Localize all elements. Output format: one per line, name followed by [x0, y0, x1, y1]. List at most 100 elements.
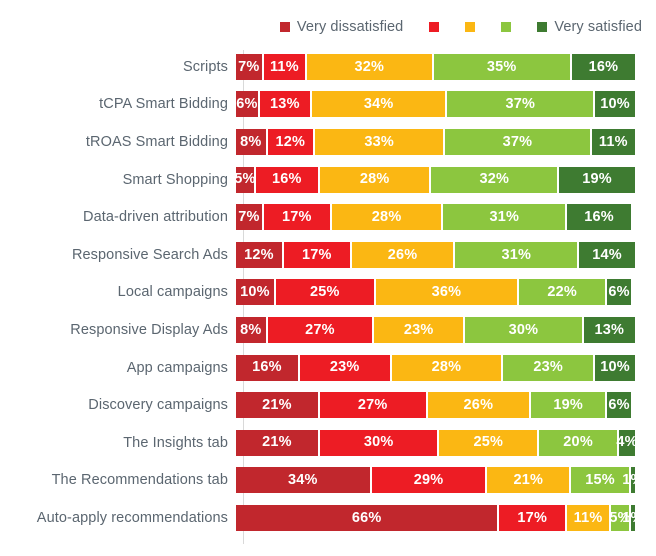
bar-segment[interactable]: 7% — [236, 53, 264, 80]
legend-item[interactable]: Very satisfied — [537, 19, 642, 35]
bar-segment[interactable]: 31% — [455, 241, 580, 268]
bar-segment[interactable]: 23% — [503, 354, 596, 381]
bar-segment[interactable]: 20% — [539, 429, 620, 456]
bar-segment[interactable]: 10% — [595, 354, 635, 381]
category-label: Data-driven attribution — [83, 209, 228, 226]
bar-segment[interactable]: 17% — [499, 504, 568, 531]
legend-item[interactable] — [465, 22, 476, 32]
bar-segment-value: 11% — [598, 133, 628, 150]
bar-segment[interactable]: 15% — [571, 467, 631, 494]
bar-segment[interactable]: 37% — [445, 128, 592, 155]
bar-segment[interactable]: 66% — [236, 504, 500, 531]
category-label: Scripts — [182, 58, 228, 75]
bar-segment[interactable]: 17% — [283, 241, 352, 268]
category-label: App campaigns — [126, 359, 228, 376]
bar-segment[interactable]: 17% — [263, 204, 332, 231]
bar-segment[interactable]: 34% — [311, 91, 448, 118]
chart-row: Data-driven attribution 7% 17% 28% 31% 16% — [0, 198, 656, 236]
bar-segment[interactable]: 6% — [607, 279, 631, 306]
bar-segment[interactable]: 22% — [519, 279, 608, 306]
bar-segment[interactable]: 19% — [531, 392, 608, 419]
bar-segment[interactable]: 10% — [236, 279, 276, 306]
bar-segment[interactable]: 8% — [236, 316, 268, 343]
chart-row: Responsive Search Ads 12% 17% 26% 31% 14% — [0, 236, 656, 274]
category-label: Responsive Display Ads — [70, 321, 228, 338]
legend-item-label: Very dissatisfied — [296, 19, 404, 35]
bar-segment[interactable]: 21% — [236, 392, 320, 419]
bar-segment[interactable]: 36% — [375, 279, 520, 306]
bar-segment[interactable]: 30% — [319, 429, 440, 456]
legend-item[interactable] — [501, 22, 512, 32]
bar-segment[interactable]: 25% — [439, 429, 540, 456]
bar-segment[interactable]: 6% — [236, 91, 260, 118]
bar-segment-value: 20% — [563, 434, 593, 451]
bar-segment[interactable]: 10% — [595, 91, 635, 118]
bar-segment[interactable]: 27% — [319, 392, 428, 419]
bar-segment[interactable]: 33% — [315, 128, 446, 155]
bar-container: 16% 23% 28% 23% 10% — [236, 349, 656, 387]
bar-segment-value: 28% — [371, 208, 402, 225]
bar-segment[interactable]: 32% — [431, 166, 560, 193]
bar-segment-value: 36% — [431, 284, 462, 301]
legend-item-label: Very satisfied — [554, 19, 642, 35]
bar-segment[interactable]: 35% — [433, 53, 572, 80]
bar-segment[interactable]: 16% — [236, 354, 300, 381]
category-label: Smart Shopping — [122, 171, 228, 188]
bar-segment[interactable]: 16% — [255, 166, 320, 193]
bar-segment[interactable]: 34% — [236, 467, 372, 494]
bar-segment[interactable]: 23% — [374, 316, 466, 343]
bar-segment-value: 31% — [501, 246, 532, 263]
chart-row: App campaigns 16% 23% 28% 23% 10% — [0, 349, 656, 387]
bar-segment[interactable]: 27% — [267, 316, 375, 343]
bar-segment-value: 66% — [351, 509, 382, 526]
bar-segment[interactable]: 1% — [622, 467, 643, 494]
bar-segment[interactable]: 11% — [263, 53, 308, 80]
bar-segment[interactable]: 12% — [267, 128, 316, 155]
bar-segment[interactable]: 8% — [236, 128, 268, 155]
bar-segment[interactable]: 16% — [567, 204, 631, 231]
bar-segment[interactable]: 29% — [371, 467, 488, 494]
bar-segment[interactable]: 1% — [622, 504, 643, 531]
bar-segment-value: 8% — [240, 321, 262, 338]
bar-segment[interactable]: 23% — [299, 354, 392, 381]
bar-rows: Scripts 7% 11% 32% 35% 16% tCPA Smart Bidding 6… — [0, 48, 656, 537]
bar-container: 7% 11% 32% 35% 16% — [236, 48, 656, 86]
bar-segment[interactable]: 19% — [559, 166, 635, 193]
bar-segment[interactable]: 13% — [259, 91, 312, 118]
bar-segment[interactable]: 5% — [234, 166, 256, 193]
stacked-bar: 10% 25% 36% 22% 6% — [236, 279, 635, 306]
bar-segment[interactable]: 11% — [567, 504, 612, 531]
legend-item[interactable]: Very dissatisfied — [279, 19, 404, 35]
bar-segment[interactable]: 37% — [447, 91, 596, 118]
bar-segment-value: 23% — [329, 359, 360, 376]
bar-segment-value: 21% — [262, 434, 292, 451]
legend-item[interactable] — [429, 22, 440, 32]
chart-row: tCPA Smart Bidding 6% 13% 34% 37% 10% — [0, 86, 656, 124]
bar-segment[interactable]: 32% — [307, 53, 434, 80]
bar-segment[interactable]: 26% — [351, 241, 456, 268]
bar-segment[interactable]: 4% — [616, 429, 637, 456]
bar-segment[interactable]: 11% — [591, 128, 635, 155]
bar-segment-value: 19% — [582, 171, 612, 188]
bar-segment[interactable]: 16% — [571, 53, 635, 80]
bar-segment[interactable]: 5% — [609, 504, 631, 531]
bar-segment-value: 31% — [489, 208, 520, 225]
bar-segment[interactable]: 30% — [465, 316, 584, 343]
bar-segment[interactable]: 28% — [319, 166, 432, 193]
bar-segment[interactable]: 26% — [427, 392, 532, 419]
bar-segment[interactable]: 28% — [391, 354, 504, 381]
bar-segment[interactable]: 21% — [236, 429, 320, 456]
bar-segment[interactable]: 28% — [331, 204, 444, 231]
bar-segment[interactable]: 13% — [583, 316, 636, 343]
bar-container: 10% 25% 36% 22% 6% — [236, 274, 656, 312]
bar-segment[interactable]: 14% — [579, 241, 635, 268]
bar-segment[interactable]: 12% — [236, 241, 284, 268]
bar-segment[interactable]: 21% — [487, 467, 572, 494]
bar-segment[interactable]: 6% — [607, 392, 631, 419]
bar-segment[interactable]: 31% — [443, 204, 568, 231]
bar-segment[interactable]: 25% — [275, 279, 376, 306]
bar-segment[interactable]: 7% — [236, 204, 264, 231]
bar-segment-value: 10% — [600, 359, 630, 376]
chart-row: Responsive Display Ads 8% 27% 23% 30% 13% — [0, 311, 656, 349]
bar-segment-value: 25% — [309, 284, 340, 301]
